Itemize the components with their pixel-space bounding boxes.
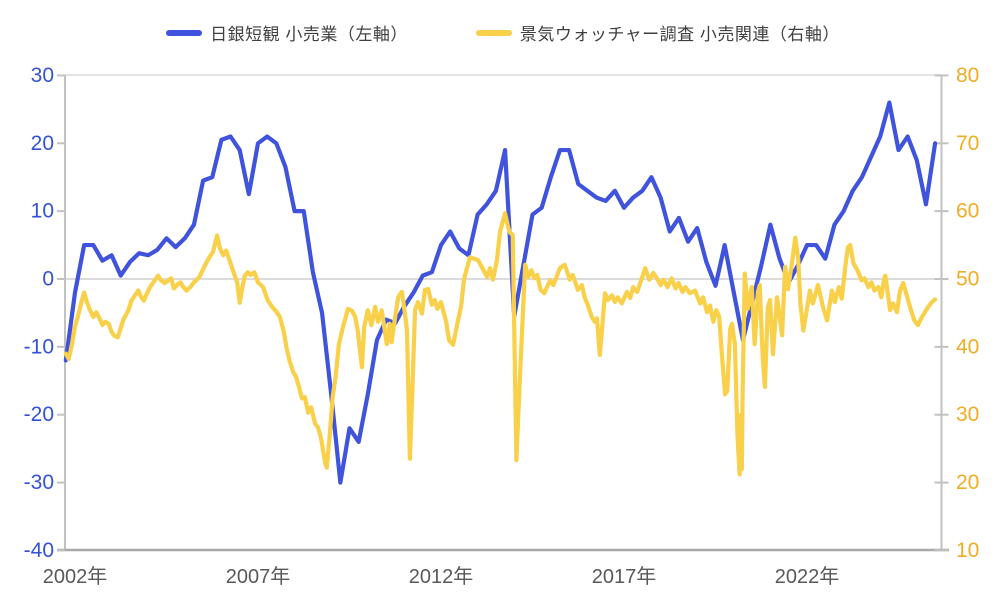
legend-swatch-watchers	[475, 29, 512, 36]
y-axis-left-tick-label: 20	[31, 132, 54, 155]
legend-swatch-tankan	[166, 29, 203, 36]
x-axis-tick-label: 2022年	[775, 565, 840, 588]
y-axis-right-tick-label: 60	[956, 200, 979, 223]
y-axis-right-tick-label: 20	[956, 471, 979, 494]
y-axis-left-tick-label: -10	[24, 335, 54, 358]
legend-label-tankan: 日銀短観 小売業（左軸）	[210, 25, 408, 44]
tankan-retail-line	[63, 100, 938, 485]
y-axis-right-tick-label: 30	[956, 403, 979, 426]
legend-label-watchers: 景気ウォッチャー調査 小売関連（右軸）	[519, 25, 840, 44]
y-axis-right-tick-label: 70	[956, 132, 979, 155]
y-axis-right-tick-label: 50	[956, 268, 979, 291]
y-axis-left-tick-label: -30	[24, 471, 54, 494]
x-axis-tick-label: 2002年	[43, 565, 108, 588]
legend-item-tankan: 日銀短観 小売業（左軸）	[166, 20, 408, 45]
y-axis-right-tick-label: 10	[956, 539, 979, 562]
legend: 日銀短観 小売業（左軸） 景気ウォッチャー調査 小売関連（右軸）	[0, 20, 1006, 45]
y-axis-right-tick-label: 80	[956, 64, 979, 87]
y-axis-right-tick-label: 40	[956, 335, 979, 358]
y-axis-left-tick-label: 10	[31, 200, 54, 223]
economy-watchers-retail-line	[63, 211, 938, 477]
x-axis-tick-label: 2012年	[409, 565, 474, 588]
y-axis-left-tick-label: 30	[31, 64, 54, 87]
y-axis-left-tick-label: -40	[24, 539, 54, 562]
y-axis-left-tick-label: 0	[42, 268, 54, 291]
x-axis-tick-label: 2007年	[226, 565, 291, 588]
y-axis-left-tick-label: -20	[24, 403, 54, 426]
x-axis-tick-label: 2017年	[592, 565, 657, 588]
legend-item-watchers: 景気ウォッチャー調査 小売関連（右軸）	[475, 20, 840, 45]
